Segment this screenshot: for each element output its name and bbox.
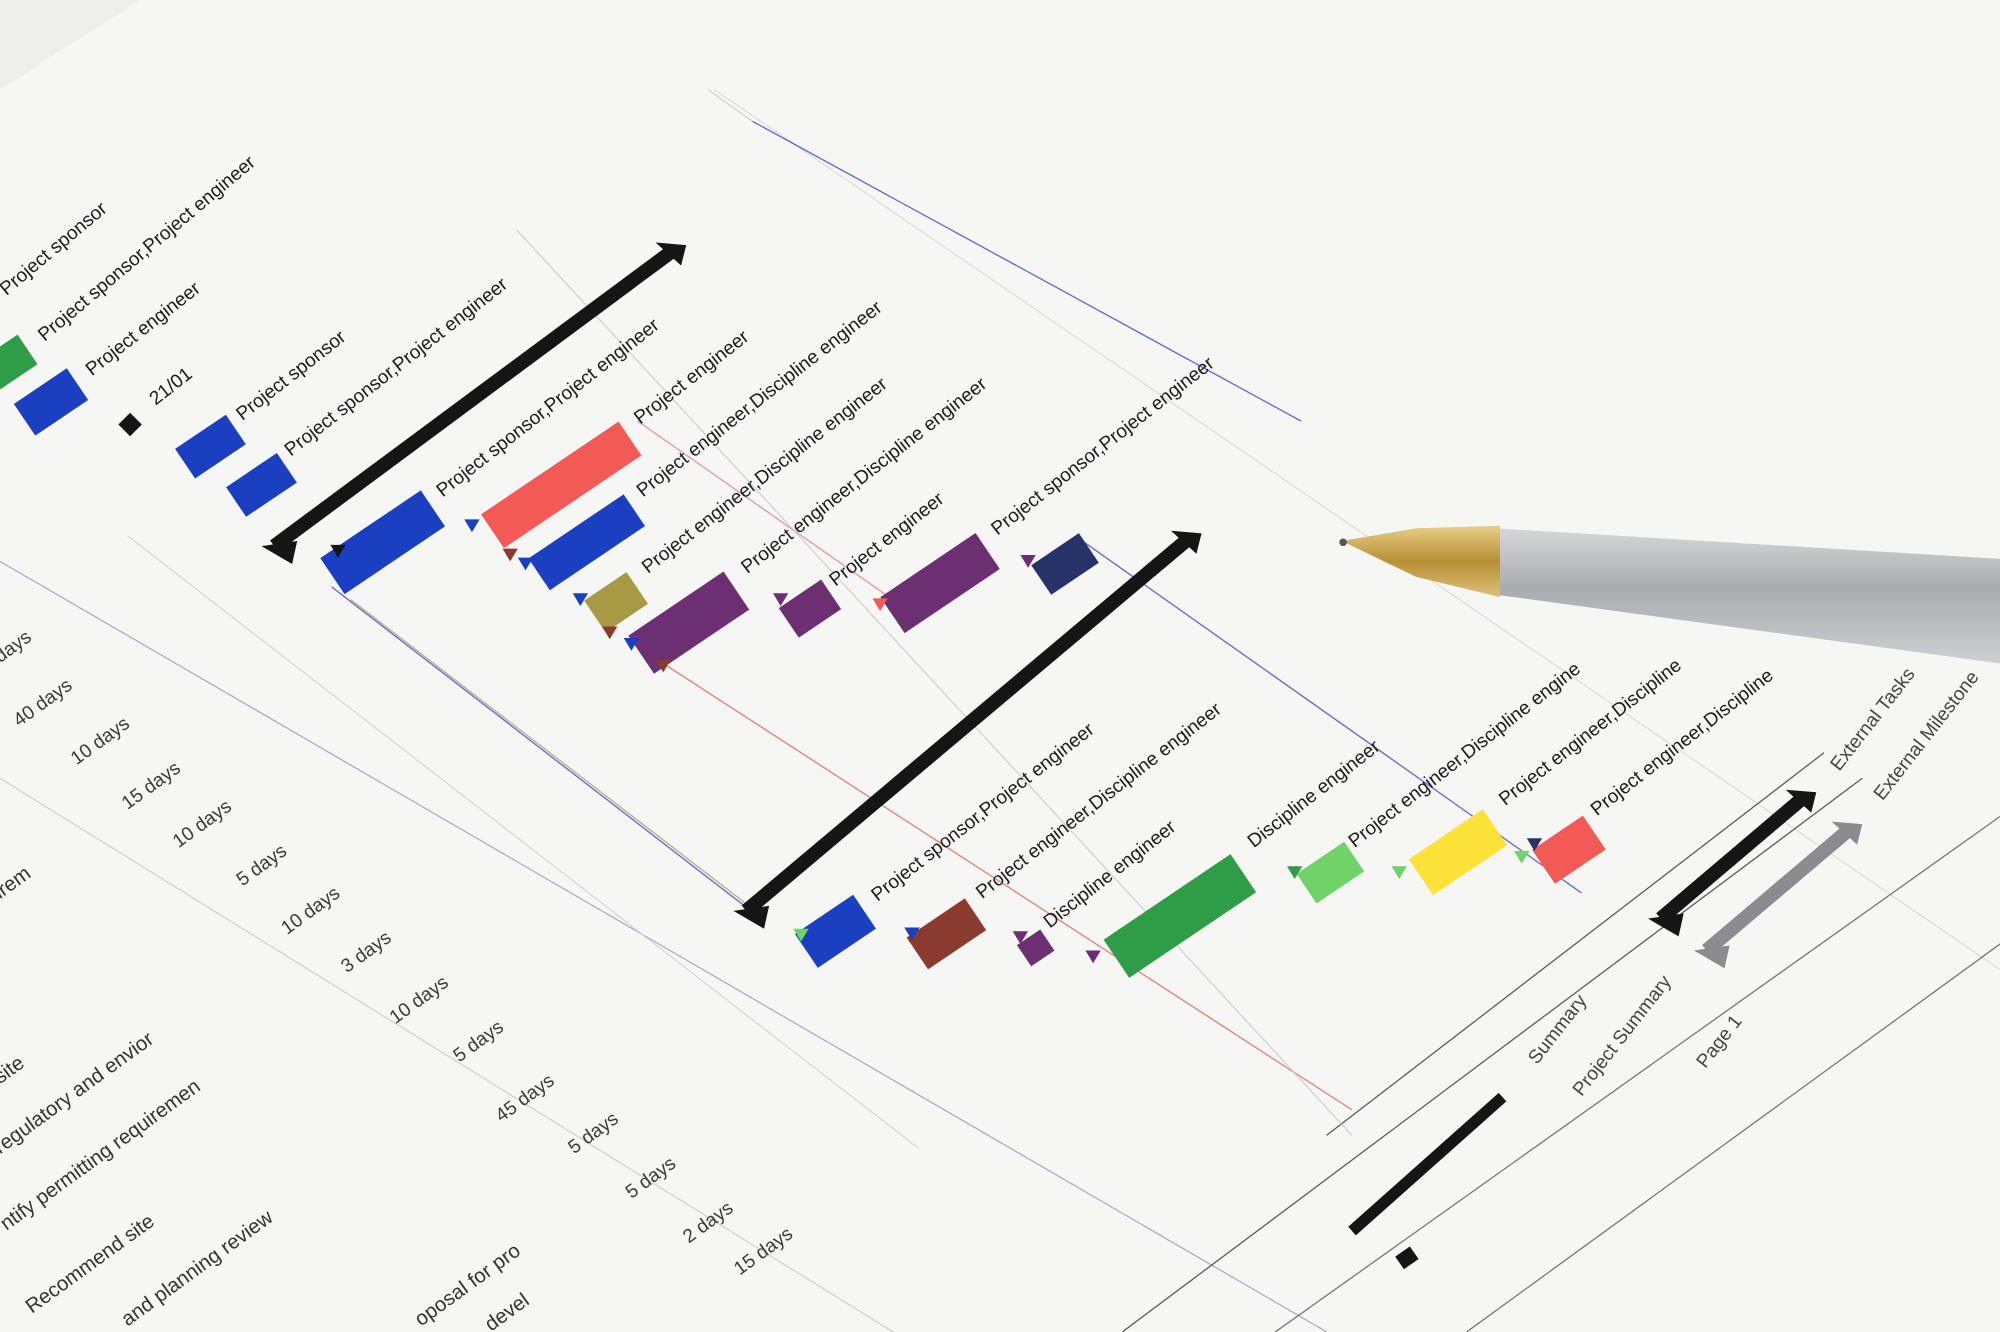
legend-milestone	[1395, 1246, 1419, 1270]
summary-bar-start-cap	[261, 541, 298, 564]
gantt-bars	[0, 242, 1863, 1270]
pen	[1339, 525, 2000, 664]
dependency-arrow	[464, 519, 480, 533]
summary-bar	[270, 244, 678, 552]
dependency-arrow	[330, 544, 346, 558]
dependency-arrow	[1391, 866, 1407, 880]
grid-line	[350, 599, 766, 920]
summary-bar-end-cap	[655, 242, 687, 266]
dependency-arrow	[793, 928, 809, 942]
pen-body	[1494, 528, 2000, 664]
pen-tip	[1341, 525, 1500, 598]
task-bar-brown	[906, 898, 987, 970]
legend-project-summary-bar-start-cap	[1693, 945, 1730, 969]
legend-summary-bar-start-cap	[1647, 913, 1684, 937]
dependency-arrow	[502, 548, 518, 562]
task-bar-yellow	[1408, 809, 1508, 896]
legend-project-summary-bar-end-cap	[1831, 821, 1863, 845]
task-bar-blue	[226, 452, 297, 517]
task-bar-navy	[1031, 533, 1099, 595]
grid-line	[1275, 815, 2000, 1332]
grid-line	[1326, 752, 1825, 1136]
task-bar-blue	[320, 490, 446, 595]
summary-bar	[741, 533, 1194, 917]
task-bar-purple	[1016, 929, 1055, 967]
task-bar-blue	[794, 894, 876, 968]
task-bar-purple	[628, 571, 750, 674]
grid-line	[1122, 777, 1863, 1332]
task-bar-red	[1532, 815, 1606, 884]
grid-lines	[0, 88, 2000, 1332]
task-bar-blue	[528, 494, 646, 591]
grid-line	[707, 88, 753, 122]
legend-task-bar	[1348, 1092, 1507, 1236]
grid-line	[127, 535, 919, 1149]
dependency-arrow	[1085, 950, 1101, 964]
dependency-arrow	[772, 593, 789, 607]
summary-bar-start-cap	[733, 905, 770, 929]
task-bar-green	[0, 334, 38, 393]
task-bar-blue	[13, 368, 89, 436]
task-bar-blue	[175, 414, 246, 479]
dependency-arrow	[904, 927, 920, 941]
dependency-arrow	[517, 557, 534, 571]
grid-line	[516, 229, 1353, 1136]
task-bar-red	[481, 421, 642, 549]
dependency-arrow	[1514, 850, 1530, 864]
legend-summary-bar-end-cap	[1785, 789, 1817, 813]
summary-bar-end-cap	[1170, 530, 1202, 554]
grid-line	[637, 420, 894, 601]
dependency-arrow	[1526, 838, 1543, 851]
dependency-arrow	[872, 598, 888, 612]
grid-line	[331, 586, 753, 913]
grid-line	[713, 88, 2000, 971]
dependency-arrow	[655, 659, 671, 673]
dependency-arrow	[602, 626, 618, 640]
grid-line	[0, 777, 894, 1332]
dependency-arrow	[572, 593, 589, 607]
grid-line	[662, 662, 1353, 1111]
task-bar-olive	[584, 572, 648, 633]
task-bar-light-green	[1296, 841, 1365, 904]
task-bar-purple	[880, 533, 1000, 634]
grid-line	[752, 120, 1302, 422]
dependency-arrow	[1020, 555, 1036, 568]
dependency-arrow	[1286, 866, 1303, 880]
dependency-arrow	[623, 637, 640, 651]
task-bar-green	[1103, 854, 1257, 978]
grid-line	[1466, 943, 2000, 1332]
legend-summary-bar	[1656, 792, 1809, 924]
task-bar-purple	[778, 579, 842, 638]
legend-project-summary-bar	[1702, 823, 1855, 956]
grid-line	[0, 560, 1327, 1332]
dependency-arrow	[1012, 931, 1029, 945]
